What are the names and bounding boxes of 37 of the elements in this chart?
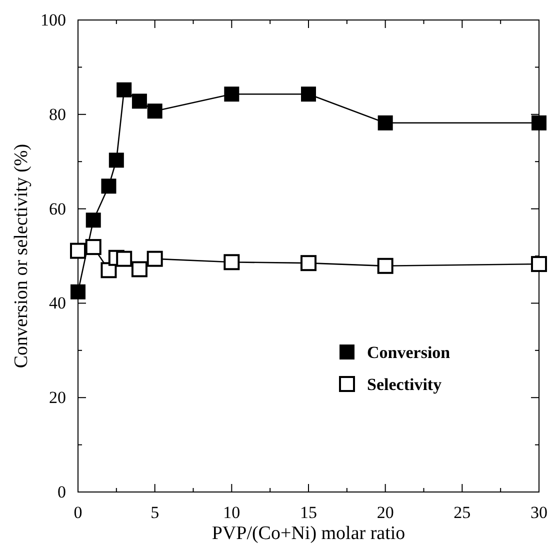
y-tick-label: 80	[49, 104, 66, 124]
point	[531, 256, 547, 272]
point	[70, 284, 86, 300]
point	[131, 261, 148, 278]
y-axis-title: Conversion or selectivity (%)	[11, 144, 32, 368]
point	[377, 258, 394, 274]
x-axis-title: PVP/(Co+Ni) molar ratio	[212, 523, 406, 544]
point	[70, 242, 86, 259]
x-tick-label: 0	[74, 503, 82, 522]
y-tick-label: 40	[49, 294, 66, 313]
point	[532, 115, 546, 130]
point	[116, 82, 132, 98]
legend-label: Conversion	[367, 343, 451, 362]
point	[301, 86, 316, 102]
point	[378, 115, 393, 130]
point	[108, 152, 124, 168]
y-tick-label: 0	[58, 482, 66, 502]
x-tick-label: 10	[223, 503, 240, 522]
x-tick-label: 30	[530, 503, 548, 522]
point	[116, 250, 132, 267]
y-tick-label: 20	[49, 388, 66, 408]
point	[300, 255, 316, 272]
y-tick-label: 60	[49, 199, 66, 218]
point	[146, 250, 163, 267]
point	[132, 94, 147, 109]
point	[224, 254, 240, 270]
point	[147, 104, 162, 119]
point	[101, 178, 116, 194]
x-tick-label: 25	[454, 503, 471, 522]
point	[224, 86, 240, 102]
x-tick-label: 15	[300, 503, 317, 522]
x-tick-label: 20	[376, 503, 394, 522]
point	[86, 212, 101, 228]
x-tick-label: 5	[150, 503, 160, 522]
point	[85, 239, 102, 256]
y-tick-label: 100	[40, 10, 66, 30]
legend-label: Selectivity	[367, 375, 442, 394]
